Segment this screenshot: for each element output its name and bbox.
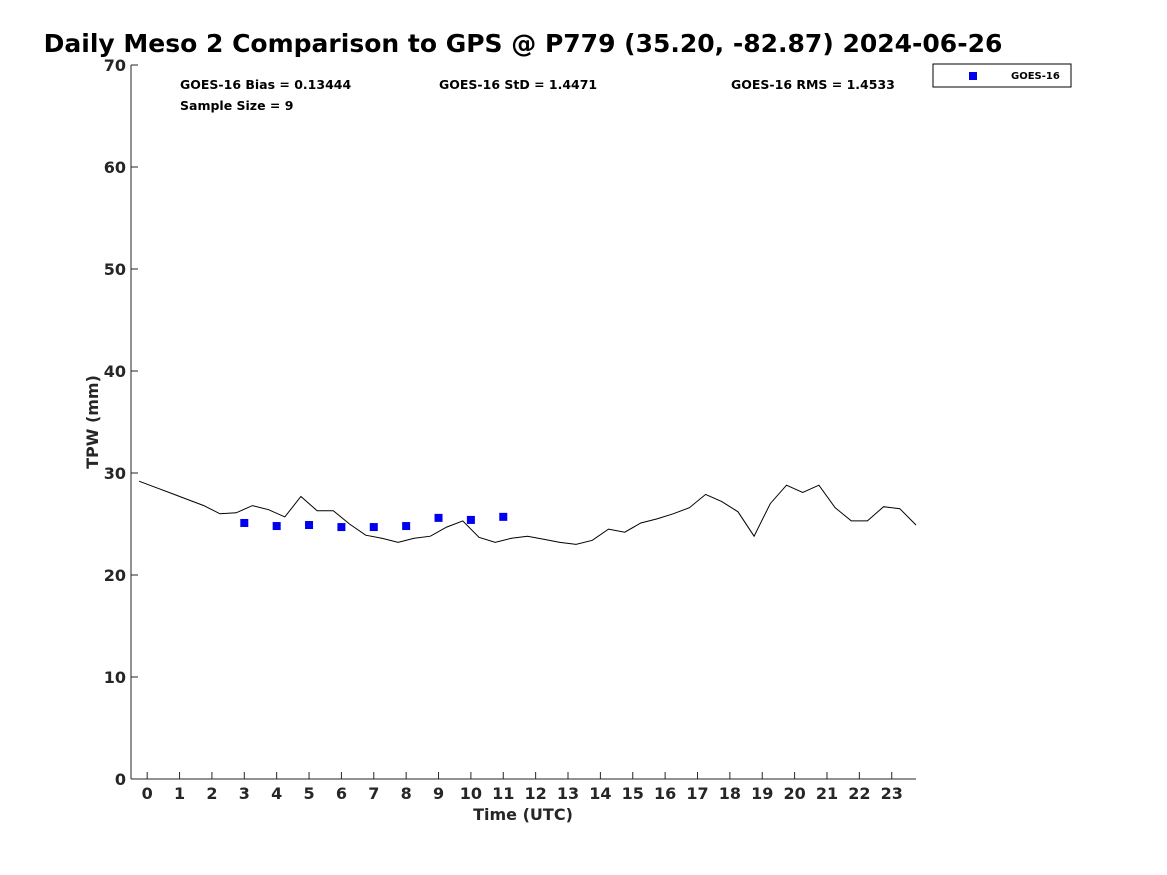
x-tick-label: 15 (622, 784, 644, 803)
x-tick-label: 3 (239, 784, 250, 803)
x-tick-label: 23 (881, 784, 903, 803)
x-tick-label: 14 (589, 784, 611, 803)
goes16-point (337, 523, 346, 532)
x-axis-ticks: 0 1 2 3 4 5 6 7 8 9 10 11 12 13 14 15 16 17 18 19 20 21 22 23 (142, 772, 903, 803)
x-tick-label: 11 (492, 784, 514, 803)
x-tick-label: 1 (174, 784, 185, 803)
x-tick-label: 13 (557, 784, 579, 803)
goes16-point (369, 523, 378, 532)
x-tick-label: 18 (719, 784, 741, 803)
x-tick-label: 17 (686, 784, 708, 803)
x-tick-label: 19 (751, 784, 773, 803)
rms-stat: GOES-16 RMS = 1.4533 (731, 77, 895, 92)
plot-area (131, 65, 916, 779)
x-tick-label: 5 (303, 784, 314, 803)
legend-box (932, 63, 1072, 88)
goes16-point (434, 513, 443, 522)
x-tick-label: 9 (433, 784, 444, 803)
goes16-series (240, 512, 508, 532)
sample-size-stat: Sample Size = 9 (180, 98, 293, 113)
y-tick-label: 10 (104, 668, 126, 687)
x-tick-label: 6 (336, 784, 347, 803)
x-tick-label: 10 (460, 784, 482, 803)
y-tick-label: 40 (104, 362, 126, 381)
goes16-point (240, 518, 249, 527)
x-tick-label: 16 (654, 784, 676, 803)
y-axis-label: TPW (mm) (83, 375, 102, 469)
x-tick-label: 8 (401, 784, 412, 803)
x-axis-label: Time (UTC) (473, 805, 573, 824)
goes16-point (402, 522, 411, 531)
y-tick-label: 60 (104, 158, 126, 177)
x-tick-label: 4 (271, 784, 282, 803)
y-tick-label: 20 (104, 566, 126, 585)
chart-title: Daily Meso 2 Comparison to GPS @ P779 (3… (44, 29, 1003, 58)
goes16-point (466, 515, 475, 524)
goes16-point (305, 521, 314, 530)
y-tick-label: 70 (104, 56, 126, 75)
bias-stat: GOES-16 Bias = 0.13444 (180, 77, 351, 92)
y-tick-label: 0 (115, 770, 126, 789)
x-tick-label: 7 (368, 784, 379, 803)
goes16-point (272, 522, 281, 531)
std-stat: GOES-16 StD = 1.4471 (439, 77, 597, 92)
axes (130, 65, 916, 780)
y-axis-ticks: 0 10 20 30 40 50 60 70 (104, 56, 138, 789)
gps-line-series (138, 480, 917, 545)
x-tick-label: 0 (142, 784, 153, 803)
x-tick-label: 20 (783, 784, 805, 803)
goes16-point (499, 512, 508, 521)
x-tick-label: 21 (816, 784, 838, 803)
legend: GOES-16 (932, 63, 1072, 88)
legend-label-goes16: GOES-16 (1011, 71, 1060, 82)
x-tick-label: 2 (206, 784, 217, 803)
y-tick-label: 30 (104, 464, 126, 483)
x-tick-label: 12 (525, 784, 547, 803)
y-tick-label: 50 (104, 260, 126, 279)
gps-line (138, 480, 917, 545)
x-tick-label: 22 (848, 784, 870, 803)
legend-marker-goes16 (969, 72, 977, 80)
